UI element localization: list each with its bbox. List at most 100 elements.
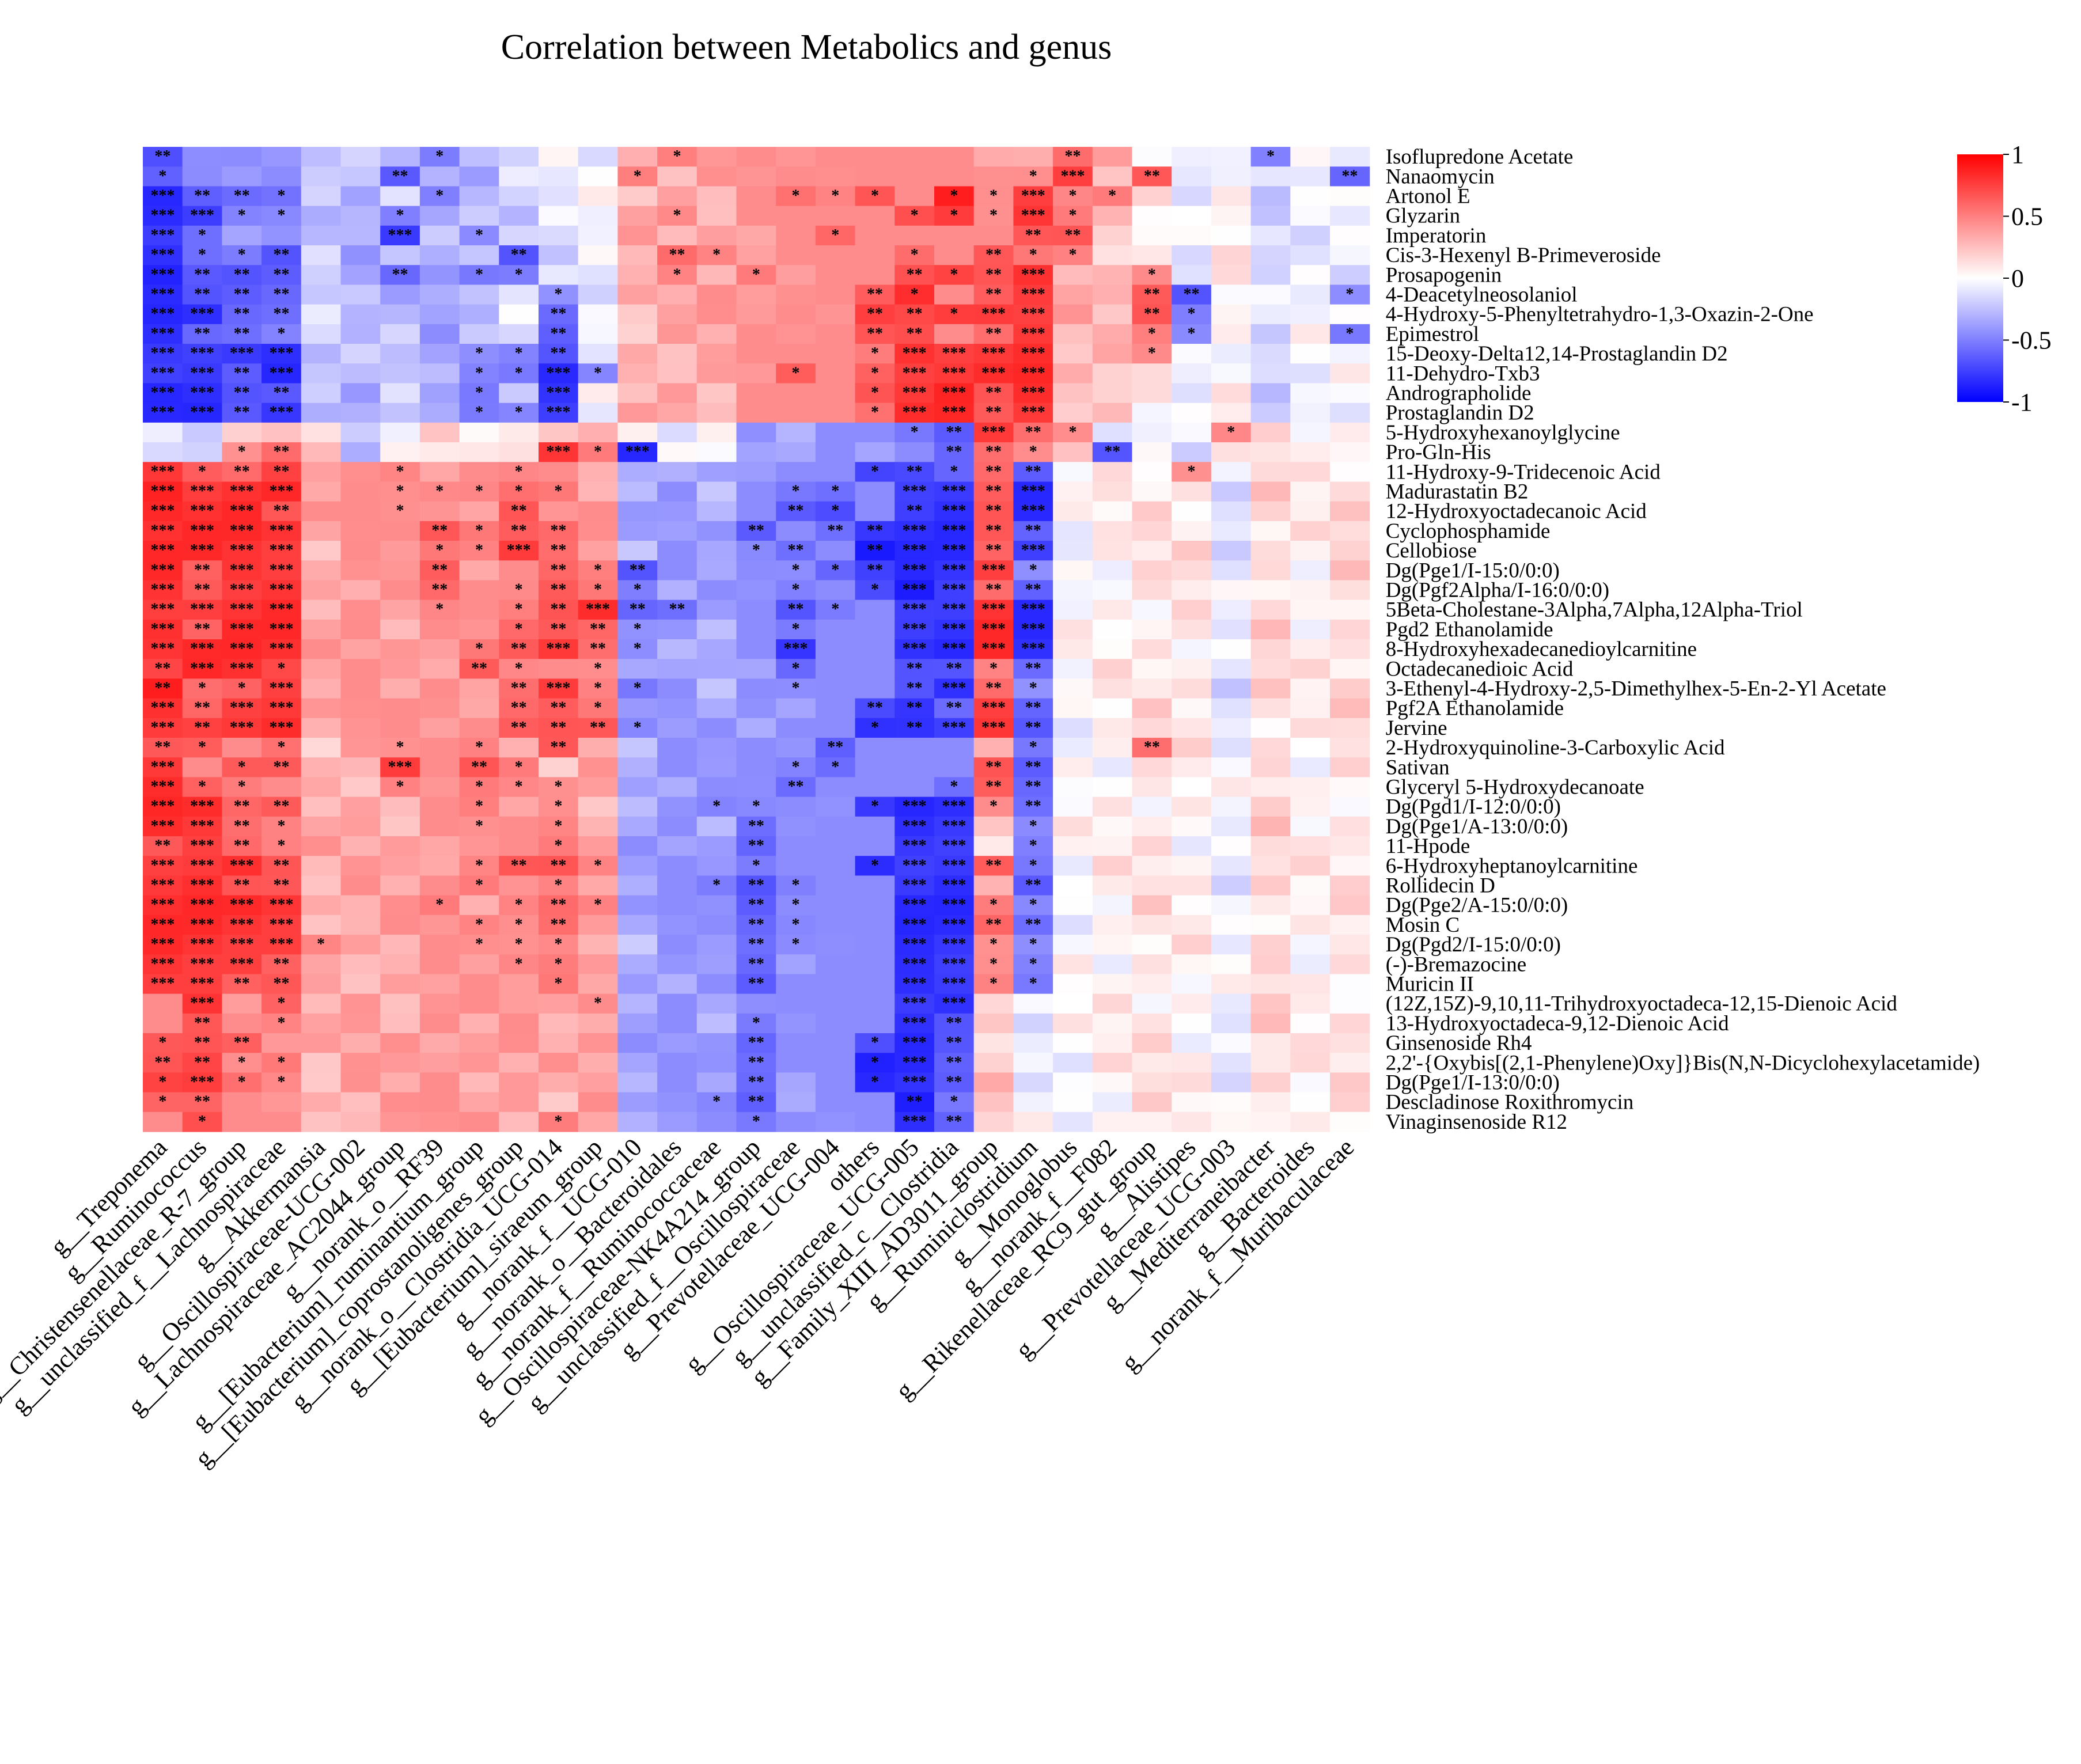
significance-mark: *	[990, 975, 998, 993]
significance-mark: ***	[190, 837, 214, 855]
heatmap-cell	[657, 147, 698, 167]
heatmap-cell	[1092, 383, 1133, 404]
heatmap-cell	[301, 324, 342, 344]
heatmap-cell	[1330, 186, 1370, 207]
heatmap-cell	[301, 422, 342, 443]
heatmap-cell	[499, 619, 539, 640]
heatmap-cell	[301, 560, 342, 581]
heatmap-cell	[182, 383, 222, 404]
heatmap-cell	[696, 738, 737, 758]
heatmap-cell	[261, 974, 302, 995]
heatmap-cell	[222, 344, 262, 364]
heatmap-cell	[380, 521, 420, 541]
heatmap-cell	[815, 757, 856, 777]
heatmap-cell	[182, 619, 222, 640]
significance-mark: ***	[190, 502, 214, 520]
heatmap-cell	[1290, 678, 1331, 699]
significance-mark: ***	[150, 384, 175, 402]
significance-mark: *	[634, 581, 642, 599]
heatmap-cell	[459, 580, 499, 601]
heatmap-cell	[657, 1013, 698, 1034]
heatmap-cell	[1172, 974, 1212, 995]
heatmap-cell	[539, 698, 579, 719]
heatmap-cell	[1290, 1053, 1331, 1073]
heatmap-cell	[696, 147, 737, 167]
heatmap-cell	[578, 718, 618, 738]
significance-mark: **	[985, 502, 1002, 520]
heatmap-cell	[380, 186, 420, 207]
heatmap-cell	[855, 895, 895, 916]
heatmap-cell	[340, 993, 381, 1014]
heatmap-cell	[1290, 757, 1331, 777]
significance-mark: **	[1025, 423, 1041, 441]
heatmap-cell	[261, 383, 302, 404]
significance-mark: ***	[150, 758, 175, 776]
heatmap-cell	[696, 954, 737, 974]
significance-mark: *	[871, 856, 879, 874]
heatmap-cell	[1290, 383, 1331, 404]
heatmap-cell	[1132, 403, 1172, 423]
heatmap-cell	[539, 1111, 579, 1132]
heatmap-cell	[776, 225, 816, 246]
significance-mark: **	[1025, 462, 1041, 480]
heatmap-cell	[736, 560, 776, 581]
heatmap-cell	[736, 245, 776, 265]
heatmap-cell	[539, 954, 579, 974]
heatmap-cell	[143, 265, 183, 285]
heatmap-cell	[1290, 265, 1331, 285]
significance-mark: **	[234, 384, 250, 402]
heatmap-cell	[499, 501, 539, 522]
heatmap-cell	[340, 718, 381, 738]
significance-mark: *	[475, 483, 483, 500]
heatmap-cell	[1013, 422, 1053, 443]
heatmap-cell	[1250, 718, 1291, 738]
heatmap-cell	[696, 186, 737, 207]
heatmap-cell	[182, 698, 222, 719]
row-label: Octadecanedioic Acid	[1386, 657, 1574, 681]
heatmap-cell	[380, 304, 420, 325]
significance-mark: **	[985, 916, 1002, 934]
significance-mark: ***	[269, 344, 293, 362]
heatmap-cell	[696, 1072, 737, 1093]
heatmap-cell	[301, 1111, 342, 1132]
heatmap-cell	[617, 383, 658, 404]
significance-mark: *	[277, 1014, 285, 1032]
significance-mark: **	[985, 462, 1002, 480]
significance-mark: *	[831, 226, 839, 244]
heatmap-cell	[182, 659, 222, 679]
heatmap-cell	[499, 383, 539, 404]
significance-mark: **	[511, 699, 527, 717]
heatmap-cell	[499, 954, 539, 974]
heatmap-cell	[380, 560, 420, 581]
significance-mark: ***	[942, 640, 966, 658]
heatmap-cell	[1290, 659, 1331, 679]
heatmap-cell	[1250, 284, 1291, 305]
heatmap-cell	[222, 935, 262, 955]
heatmap-cell	[182, 344, 222, 364]
significance-mark: **	[907, 305, 923, 323]
heatmap-cell	[1013, 856, 1053, 876]
heatmap-cell	[459, 875, 499, 896]
heatmap-cell	[539, 915, 579, 935]
heatmap-cell	[1172, 166, 1212, 187]
significance-mark: *	[238, 758, 246, 776]
heatmap-cell	[894, 935, 935, 955]
heatmap-cell	[617, 1013, 658, 1034]
heatmap-cell	[182, 1053, 222, 1073]
heatmap-cell	[499, 363, 539, 384]
heatmap-cell	[696, 974, 737, 995]
heatmap-cell	[380, 265, 420, 285]
heatmap-cell	[143, 284, 183, 305]
heatmap-cell	[1290, 875, 1331, 896]
heatmap-cell	[657, 698, 698, 719]
significance-mark: *	[634, 167, 642, 185]
significance-mark: **	[748, 896, 764, 914]
heatmap-cell	[539, 422, 579, 443]
heatmap-cell	[578, 836, 618, 856]
significance-mark: **	[194, 265, 210, 283]
heatmap-cell	[1013, 639, 1053, 659]
heatmap-cell	[1330, 678, 1370, 699]
heatmap-cell	[1092, 1053, 1133, 1073]
heatmap-cell	[1211, 1013, 1252, 1034]
heatmap-cell	[301, 816, 342, 837]
